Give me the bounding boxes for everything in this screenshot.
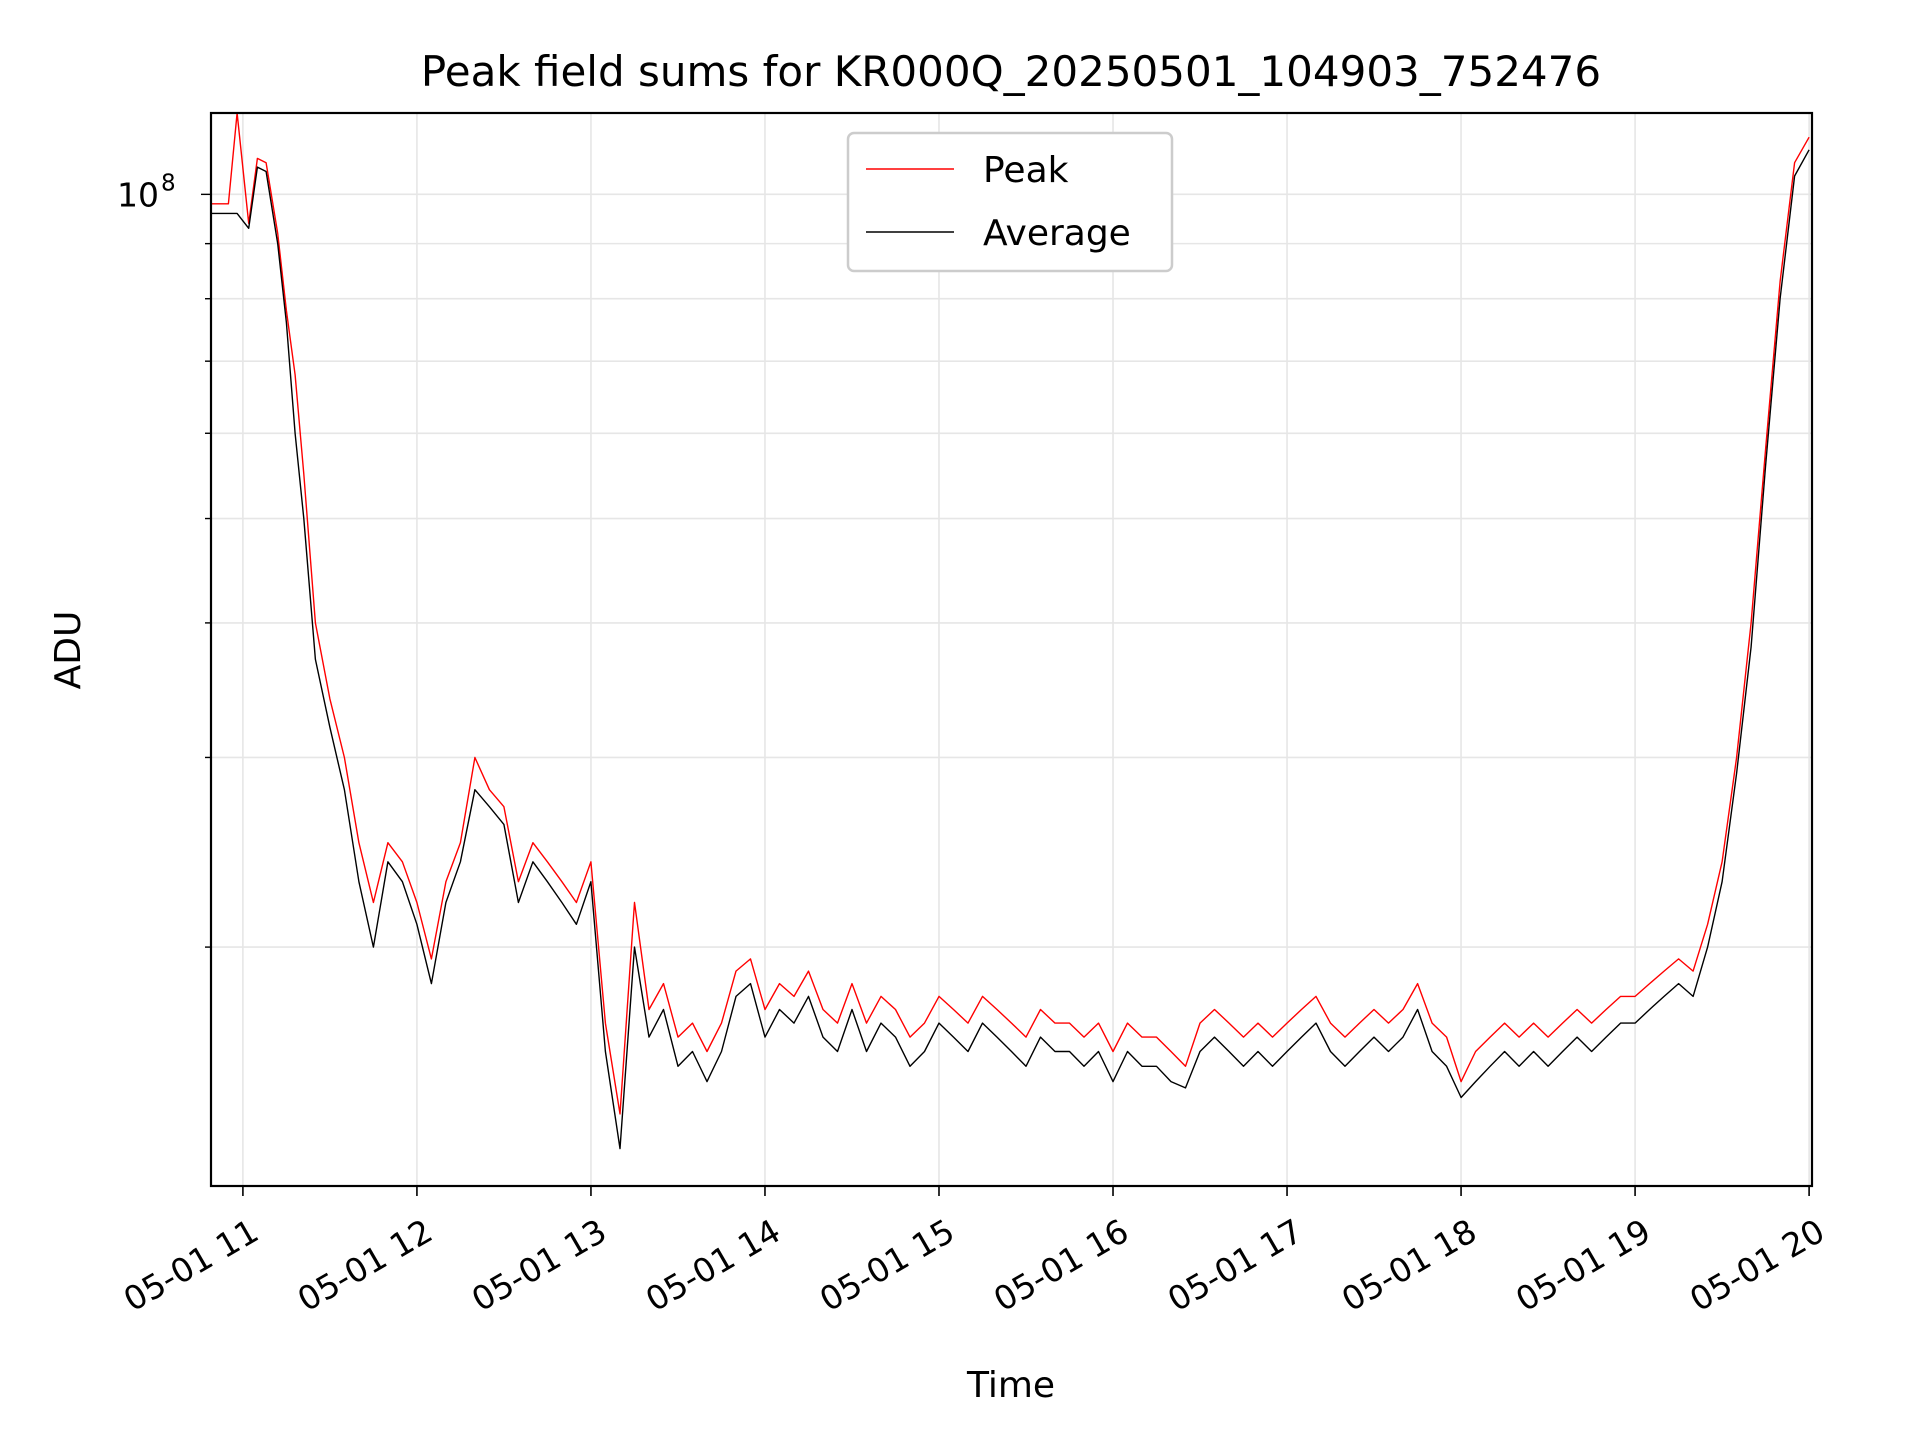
series-layer [211, 112, 1810, 1150]
plot-frame [209, 111, 1814, 1188]
chart-title: Peak field sums for KR000Q_20250501_1049… [421, 47, 1601, 96]
y-axis-label: ADU [48, 611, 89, 690]
legend-label-average: Average [983, 213, 1131, 254]
series-line-peak [211, 112, 1810, 1115]
grid [211, 113, 1812, 1186]
series-line-average [211, 149, 1810, 1150]
legend-box [846, 131, 1174, 273]
legend: Peak Average [846, 131, 1174, 273]
y-tick-label-exponent: 8 [161, 170, 176, 196]
y-tick-label: 10 [117, 175, 159, 214]
legend-label-peak: Peak [983, 150, 1069, 191]
x-axis-label: Time [966, 1365, 1055, 1406]
y-axis: 10 8 [117, 170, 211, 948]
